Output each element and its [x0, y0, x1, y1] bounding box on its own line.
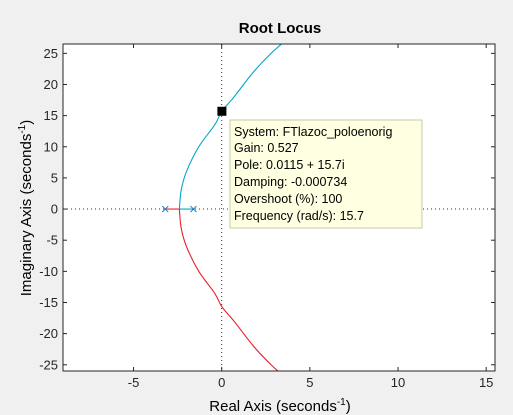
- y-tick-label: 20: [44, 77, 58, 92]
- x-axis-title: Real Axis (seconds-1): [209, 397, 350, 415]
- data-tip-marker[interactable]: [217, 106, 227, 116]
- locus-branch-2: [178, 209, 279, 371]
- y-tick-label: 15: [44, 108, 58, 123]
- y-tick-label: -20: [39, 326, 58, 341]
- y-tick-label: 25: [44, 46, 58, 61]
- x-tick-label: 10: [391, 375, 405, 390]
- data-tip-box: [229, 119, 423, 229]
- x-tick-label: 0: [218, 375, 225, 390]
- y-tick-label: -15: [39, 295, 58, 310]
- data-tip-damping: Damping: -0.000734: [234, 175, 347, 189]
- y-axis-title: Imaginary Axis (seconds-1): [17, 120, 35, 296]
- locus-branch-1: [178, 44, 283, 210]
- y-tick-label: -10: [39, 264, 58, 279]
- y-tick-label: 0: [51, 202, 58, 217]
- pole-marker: [190, 205, 197, 213]
- data-tip-system: System: FTlazoc_poloenorig: [234, 125, 392, 139]
- axis-ticks: -5 0 5 10 15 -25 -20 -15 -10 -5 0 5 10 15 20 25: [39, 44, 495, 390]
- data-tip-pole: Pole: 0.0115 + 15.7i: [234, 158, 345, 172]
- plot-frame: [62, 43, 496, 372]
- data-tip-frequency: Frequency (rad/s): 15.7: [234, 209, 364, 223]
- chart-title: Root Locus: [239, 20, 322, 37]
- x-tick-label: -5: [128, 375, 140, 390]
- x-tick-label: 5: [306, 375, 313, 390]
- data-tip[interactable]: System: FTlazoc_poloenorig Gain: 0.527 P…: [229, 119, 423, 229]
- y-tick-label: 5: [51, 170, 58, 185]
- y-tick-label: -25: [39, 357, 58, 372]
- pole-marker: [161, 205, 169, 213]
- data-tip-gain: Gain: 0.527: [234, 141, 299, 155]
- x-tick-label: 15: [479, 375, 493, 390]
- y-tick-label: 10: [44, 139, 58, 154]
- data-tip-overshoot: Overshoot (%): 100: [234, 192, 342, 206]
- y-tick-label: -5: [46, 233, 58, 248]
- pole-markers: [161, 106, 227, 213]
